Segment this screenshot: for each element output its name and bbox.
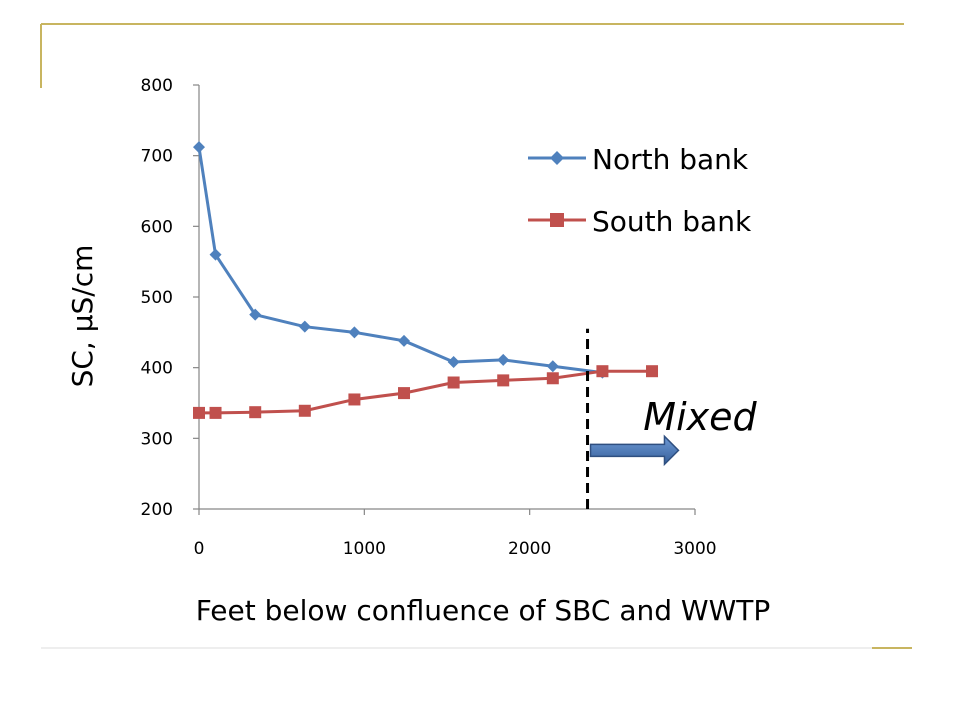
data-point	[298, 320, 311, 333]
x-tick-label: 0	[194, 539, 205, 559]
y-tick-label: 200	[141, 500, 173, 520]
data-point	[348, 326, 361, 339]
slide-decoration	[40, 23, 912, 649]
data-point	[447, 376, 460, 389]
data-point	[398, 334, 411, 347]
data-point	[249, 308, 262, 321]
right-arrow-icon	[589, 434, 680, 467]
data-point	[209, 248, 222, 261]
legend-marker-square-icon	[550, 213, 564, 227]
legend-label: South bank	[592, 205, 752, 238]
series-north-bank	[193, 141, 609, 379]
x-tick-label: 2000	[508, 539, 551, 559]
y-tick-label: 700	[141, 147, 173, 167]
series-line	[199, 369, 653, 415]
y-tick-label: 300	[141, 429, 173, 449]
data-point	[209, 406, 222, 419]
data-point	[193, 406, 205, 419]
data-point	[249, 406, 262, 419]
data-point	[546, 360, 559, 373]
legend-entry: North bank	[528, 143, 749, 176]
y-tick-label: 500	[141, 288, 173, 308]
series-south-bank	[193, 365, 659, 419]
data-point	[646, 365, 659, 378]
y-axis-title: SC, µS/cm	[66, 245, 99, 388]
legend-entry: South bank	[528, 205, 752, 238]
data-point	[497, 353, 510, 366]
y-tick-label: 800	[141, 76, 173, 96]
legend-label: North bank	[592, 143, 749, 176]
data-point	[596, 365, 609, 378]
data-point	[398, 387, 411, 400]
legend: North bank South bank	[528, 143, 752, 238]
data-point	[447, 356, 460, 369]
x-tick-label: 3000	[673, 539, 716, 559]
data-point	[546, 372, 559, 385]
data-point	[348, 393, 361, 406]
data-point	[193, 141, 205, 154]
y-tick-label: 400	[141, 359, 173, 379]
y-tick-label: 600	[141, 217, 173, 237]
x-tick-label: 1000	[343, 539, 386, 559]
series-line	[197, 146, 603, 375]
data-point	[298, 404, 311, 417]
data-point	[497, 374, 510, 387]
mixed-label: Mixed	[643, 395, 757, 439]
x-axis-title: Feet below confluence of SBC and WWTP	[196, 594, 771, 627]
legend-marker-diamond-icon	[550, 151, 564, 165]
